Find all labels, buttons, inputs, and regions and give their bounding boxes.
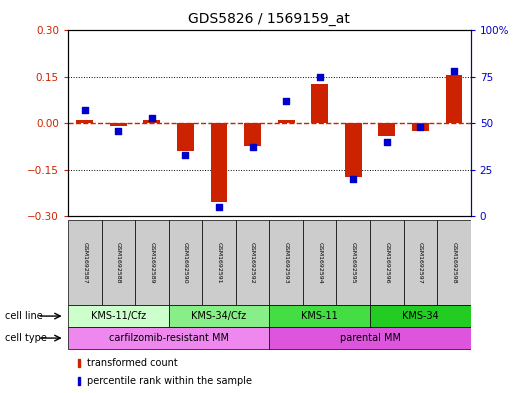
Bar	[101, 220, 135, 305]
Point	[349, 176, 357, 182]
Point	[315, 73, 324, 80]
Bar	[336, 220, 370, 305]
Bar	[446, 75, 462, 123]
Point	[282, 98, 290, 104]
Text: KMS-11: KMS-11	[301, 311, 338, 321]
Text: KMS-34/Cfz: KMS-34/Cfz	[191, 311, 246, 321]
Bar	[78, 376, 80, 386]
Bar	[370, 305, 471, 327]
Bar	[379, 123, 395, 136]
Text: carfilzomib-resistant MM: carfilzomib-resistant MM	[109, 333, 229, 343]
Point	[248, 144, 257, 151]
Bar	[370, 220, 404, 305]
Point	[215, 204, 223, 210]
Point	[147, 114, 156, 121]
Bar	[269, 327, 471, 349]
Text: percentile rank within the sample: percentile rank within the sample	[86, 376, 252, 386]
Text: GSM1692593: GSM1692593	[283, 242, 289, 283]
Point	[383, 139, 391, 145]
Point	[416, 124, 425, 130]
Text: GSM1692595: GSM1692595	[351, 242, 356, 283]
Text: GSM1692598: GSM1692598	[451, 242, 457, 283]
Text: parental MM: parental MM	[339, 333, 401, 343]
Bar	[303, 220, 336, 305]
Bar	[168, 220, 202, 305]
Bar	[269, 305, 370, 327]
Bar	[143, 120, 160, 123]
Text: GSM1692597: GSM1692597	[418, 242, 423, 283]
Text: cell type: cell type	[5, 333, 47, 343]
Bar	[177, 123, 194, 151]
Point	[81, 107, 89, 113]
Text: KMS-11/Cfz: KMS-11/Cfz	[91, 311, 146, 321]
Text: cell line: cell line	[5, 311, 43, 321]
Text: GSM1692589: GSM1692589	[150, 242, 154, 283]
Bar	[78, 359, 80, 367]
Point	[450, 68, 458, 74]
Bar	[68, 220, 101, 305]
Bar	[269, 220, 303, 305]
Text: GSM1692587: GSM1692587	[82, 242, 87, 283]
Text: GSM1692596: GSM1692596	[384, 242, 389, 283]
Bar	[236, 220, 269, 305]
Bar	[202, 220, 236, 305]
Text: GSM1692591: GSM1692591	[217, 242, 222, 283]
Bar	[404, 220, 437, 305]
Bar	[68, 305, 168, 327]
Bar	[437, 220, 471, 305]
Text: GSM1692588: GSM1692588	[116, 242, 121, 283]
Bar	[412, 123, 429, 131]
Bar	[345, 123, 361, 177]
Text: GSM1692592: GSM1692592	[250, 242, 255, 283]
Bar	[211, 123, 228, 202]
Point	[114, 127, 122, 134]
Bar	[68, 327, 269, 349]
Text: GSM1692590: GSM1692590	[183, 242, 188, 283]
Point	[181, 152, 190, 158]
Bar	[311, 84, 328, 123]
Bar	[110, 123, 127, 126]
Text: GSM1692594: GSM1692594	[317, 242, 322, 283]
Text: transformed count: transformed count	[86, 358, 177, 368]
Bar	[135, 220, 168, 305]
Bar	[168, 305, 269, 327]
Title: GDS5826 / 1569159_at: GDS5826 / 1569159_at	[188, 12, 350, 26]
Bar	[244, 123, 261, 146]
Bar	[278, 120, 294, 123]
Bar	[76, 120, 93, 123]
Text: KMS-34: KMS-34	[402, 311, 439, 321]
